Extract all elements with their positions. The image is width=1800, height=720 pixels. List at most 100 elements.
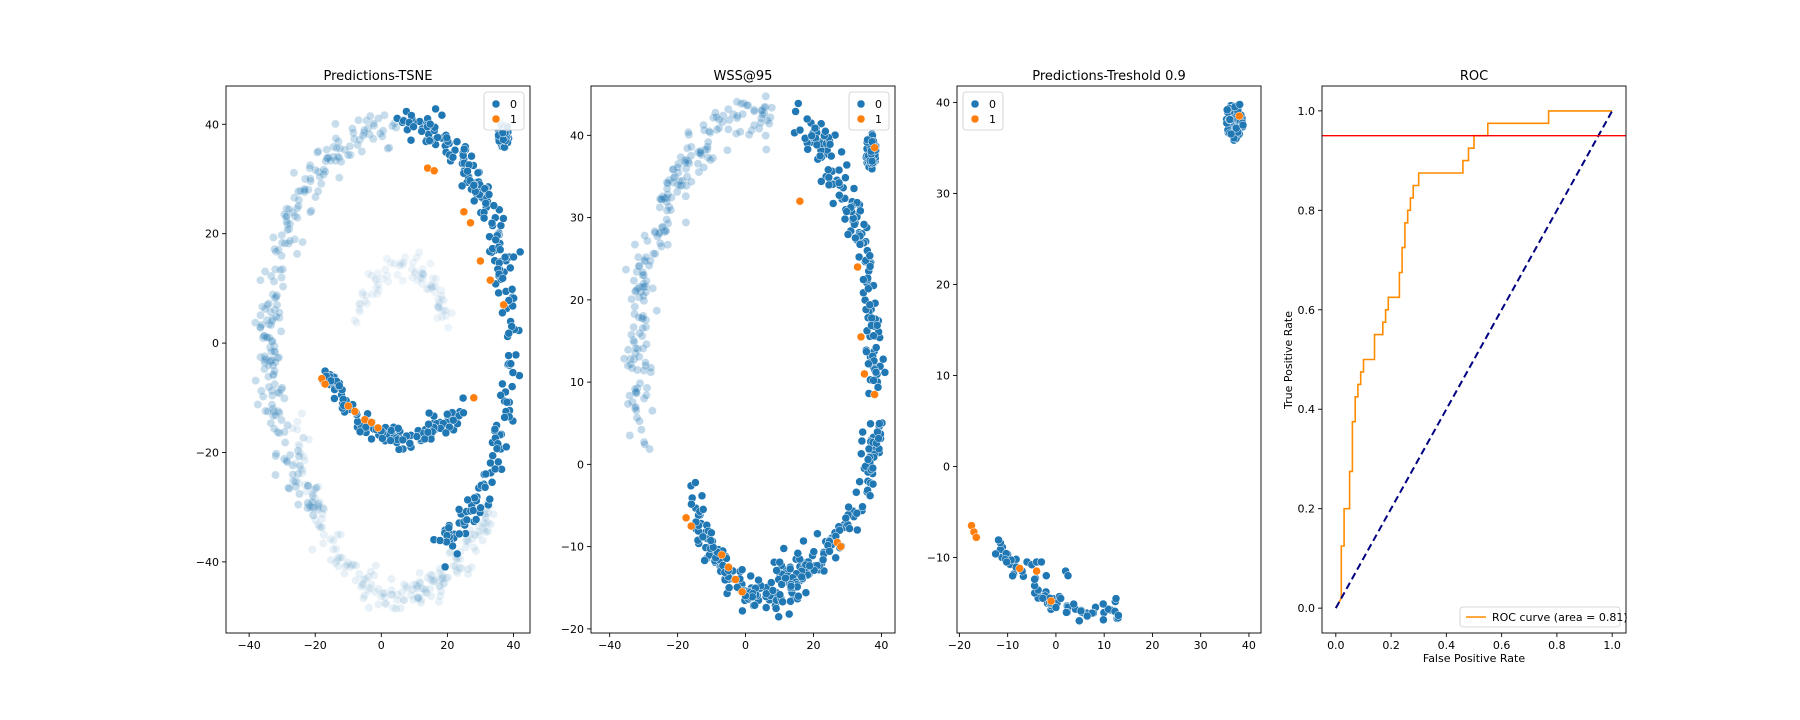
scatter-point-class1 [681, 513, 691, 523]
scatter-point-class0-faded [285, 450, 295, 460]
scatter-point-class0 [865, 491, 875, 500]
scatter-point-class1 [320, 379, 330, 389]
scatter-point-class0-faded [636, 287, 646, 297]
scatter-point-class0-faded [344, 558, 353, 567]
scatter-point-class0-faded [627, 294, 636, 304]
scatter-point-class1 [972, 533, 981, 542]
scatter-point-class0-faded [294, 201, 303, 211]
scatter-point-class0-faded [311, 192, 320, 202]
x-tick-label: 40 [1242, 639, 1256, 652]
scatter-point-class0-faded [265, 357, 275, 366]
scatter-point-class0-faded [292, 204, 302, 213]
scatter-point-class0-faded [704, 127, 714, 136]
scatter-point-class0-faded [263, 300, 272, 310]
scatter-point-class0-faded [669, 165, 678, 174]
scatter-point-class0 [785, 564, 795, 574]
scatter-point-class0-faded [642, 383, 652, 393]
scatter-point-class0 [498, 274, 507, 283]
scatter-point-class1 [429, 166, 439, 176]
scatter-point-class0 [786, 581, 796, 591]
scatter-point-class0-faded [269, 424, 279, 433]
scatter-point-class0 [1098, 599, 1108, 609]
scatter-point-class0-faded [633, 365, 642, 375]
scatter-point-class0-faded [285, 219, 295, 228]
scatter-point-class0-faded [355, 135, 365, 145]
scatter-point-class0-faded [412, 584, 421, 593]
scatter-point-class0-faded [635, 282, 644, 292]
scatter-point-class0-faded [309, 503, 319, 512]
scatter-point-class0-faded [765, 119, 774, 128]
scatter-point-class0-faded [384, 277, 393, 287]
scatter-point-class0-faded [395, 261, 404, 270]
y-tick-label: 20 [936, 278, 950, 291]
scatter-point-class0 [864, 444, 874, 454]
scatter-point-class0-faded [251, 318, 260, 327]
subplot-predictions-threshold: Predictions-Treshold 0.9 −20 −10 0 10 20 30 40… [927, 69, 1262, 652]
scatter-point-class0-faded [294, 440, 303, 449]
scatter-point-class0 [1056, 594, 1065, 603]
scatter-point-class0-faded [371, 561, 381, 570]
scatter-point-class0-faded [314, 147, 323, 156]
scatter-point-class1 [795, 196, 805, 206]
scatter-point-class0-faded [413, 276, 422, 285]
scatter-point-class0-faded [324, 153, 334, 162]
scatter-point-class0-faded [288, 208, 298, 217]
scatter-point-class0-faded [317, 514, 327, 524]
scatter-point-class0-faded [290, 211, 300, 221]
scatter-point-class1 [870, 390, 879, 399]
legend-marker [856, 99, 866, 109]
scatter-point-class0-faded [732, 97, 742, 107]
scatter-point-class0-faded [283, 219, 292, 229]
scatter-point-class0-faded [258, 333, 268, 343]
scatter-point-class0 [842, 207, 851, 216]
scatter-point-class0-faded [314, 482, 323, 492]
scatter-point-class0 [1051, 603, 1061, 612]
scatter-point-class0-faded [268, 411, 278, 420]
scatter-point-class0-faded [270, 347, 280, 357]
scatter-point-class0 [468, 506, 478, 515]
scatter-point-class0-faded [294, 195, 304, 205]
scatter-point-class0-faded [393, 270, 402, 280]
scatter-point-class0-faded [646, 367, 656, 377]
scatter-point-class0-faded [273, 353, 282, 362]
scatter-point-class0-faded [655, 228, 665, 237]
scatter-point-class0-faded [314, 501, 323, 511]
scatter-point-class0 [479, 213, 489, 223]
scatter-point-class0-faded [417, 584, 426, 593]
scatter-point-class0 [496, 221, 506, 230]
scatter-point-class0 [511, 350, 521, 360]
scatter-point-class0 [494, 457, 503, 467]
scatter-point-class0-faded [639, 279, 648, 288]
scatter-point-class0-faded [318, 504, 328, 513]
scatter-point-class0-faded [657, 242, 666, 251]
scatter-point-class0-faded [481, 519, 490, 528]
scatter-point-class0 [774, 612, 783, 622]
x-tick-label: 0.8 [1548, 639, 1566, 652]
scatter-point-class0-faded [288, 470, 298, 479]
scatter-point-class0 [825, 547, 834, 556]
scatter-point-class0 [845, 524, 854, 533]
scatter-point-class0 [857, 449, 866, 459]
scatter-point-class0 [515, 247, 525, 257]
scatter-point-class0-faded [681, 158, 690, 167]
scatter-point-class0-faded [434, 302, 443, 311]
scatter-point-class0-faded [306, 207, 315, 217]
scatter-point-class0 [738, 606, 747, 616]
scatter-point-class0-faded [632, 389, 641, 398]
scatter-point-class0-faded [435, 575, 445, 584]
scatter-point-class0-faded [256, 323, 265, 332]
scatter-point-class0-faded [643, 236, 652, 246]
scatter-point-class0-faded [390, 259, 399, 268]
scatter-point-class0-faded [638, 282, 647, 292]
scatter-point-class0-faded [684, 127, 693, 137]
scatter-point-class0-faded [409, 580, 419, 589]
scatter-point-class0 [867, 156, 877, 166]
scatter-point-class0-faded [704, 137, 713, 147]
scatter-point-class0 [835, 526, 844, 535]
scatter-point-class0-faded [471, 546, 481, 556]
scatter-point-class0-faded [724, 125, 733, 134]
scatter-point-class0-faded [260, 304, 270, 314]
scatter-point-class0-faded [363, 586, 373, 595]
scatter-point-class0-faded [648, 284, 657, 293]
scatter-point-class0 [772, 566, 781, 575]
